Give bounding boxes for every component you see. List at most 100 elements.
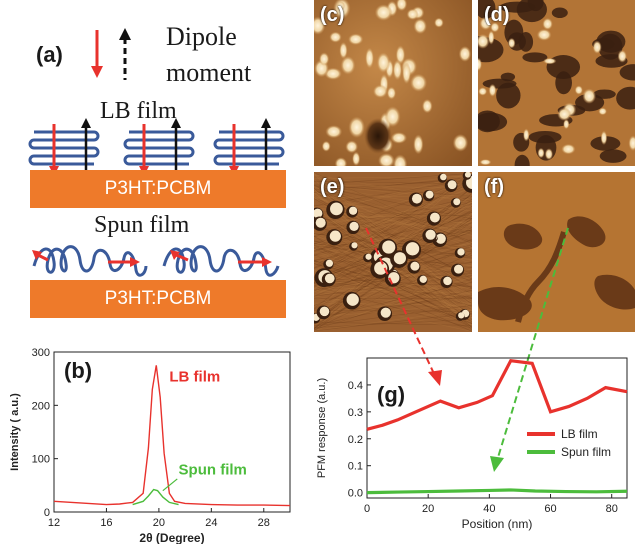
afm-c-bright-grain	[339, 41, 348, 60]
chart-b-plot-area: 12 16 20 24 28 0 100 200 300 2θ (Degree) Intensity…	[9, 347, 291, 544]
y-tick-label: 100	[32, 454, 50, 466]
afm-c-bright-grain	[376, 52, 391, 74]
series-line-lb-film	[53, 365, 291, 507]
afm-c-bright-grain	[392, 59, 403, 81]
substrate-bottom: P3HT:PCBM	[30, 280, 286, 318]
afm-d-bright-grain	[488, 30, 495, 45]
spun-film-title: Spun film	[94, 212, 190, 238]
afm-c-bright-grain	[374, 4, 393, 21]
spun-dipole-arrows	[32, 250, 272, 267]
afm-e-bright-core	[365, 253, 372, 260]
afm-e-bright-core	[425, 229, 436, 240]
afm-e-bright-core	[447, 180, 457, 190]
y-axis-label: Intensity ( a.u.)	[9, 393, 21, 471]
afm-image-e: (e)	[314, 172, 472, 332]
afm-e-scanline	[314, 189, 472, 290]
afm-c-bright-grain	[452, 133, 469, 152]
afm-e-scanline	[314, 261, 472, 324]
afm-e-scanline	[314, 185, 472, 235]
afm-d-dark-domain	[616, 86, 635, 110]
afm-d-dark-domain	[496, 82, 521, 109]
afm-c-bright-grain	[410, 73, 428, 92]
red-pointer-head	[428, 370, 442, 386]
annotation-spun-pointer	[162, 478, 178, 492]
lb-film-lamellae	[28, 118, 285, 176]
afm-d-dark-domain	[551, 7, 568, 19]
afm-e-bright-core	[429, 212, 440, 223]
afm-image-d: (d)	[478, 0, 635, 166]
afm-c-bright-grain	[395, 45, 406, 65]
afm-e-scanline	[314, 287, 472, 292]
x-tick-label: 20	[422, 503, 434, 515]
afm-e-scanline	[314, 262, 472, 332]
afm-d-bright-grain	[479, 159, 492, 166]
afm-d-dark-domain	[528, 130, 562, 144]
red-dipole-arrowhead	[91, 66, 103, 78]
afm-e-bright-core	[349, 221, 359, 232]
red-dashed-pointer	[365, 227, 437, 379]
afm-e-bright-core	[410, 261, 420, 271]
afm-e-scanline	[314, 290, 472, 293]
afm-e-scanline	[314, 259, 472, 325]
afm-d-bright-grain	[478, 33, 490, 49]
afm-d-bright-grain	[592, 40, 602, 54]
afm-d-bright-grain	[617, 49, 627, 63]
afm-d-dark-domain	[598, 33, 623, 60]
afm-e-scanline	[314, 285, 472, 329]
spun-film-chains	[32, 245, 280, 277]
chart-g-plot-area: 0 20 40 60 80 0.0 0.1 0.2 0.3 0.4 Position (nm) PFM…	[316, 357, 628, 531]
substrate-top: P3HT:PCBM	[30, 170, 286, 208]
afm-d-dark-domain	[478, 0, 496, 19]
afm-e-scanline	[314, 216, 472, 230]
afm-d-dark-domain	[599, 149, 627, 163]
y-tick-label: 0	[44, 507, 50, 519]
x-tick-label: 20	[153, 517, 165, 529]
afm-e-scanline	[314, 302, 472, 306]
afm-e-bright-core	[324, 273, 335, 284]
y-tick-label: 0.1	[348, 461, 363, 473]
afm-e-bright-core	[348, 206, 358, 215]
afm-c-bright-grain	[421, 98, 433, 114]
afm-e-bright-core	[319, 306, 330, 317]
afm-c-bright-grain	[345, 140, 359, 154]
afm-e-bright-core	[330, 202, 343, 216]
afm-e-scanline	[314, 221, 472, 228]
y-tick-label: 200	[32, 400, 50, 412]
afm-e-bright-core	[425, 190, 434, 199]
afm-c-bright-grain	[321, 140, 331, 152]
afm-e-bright-core	[453, 198, 461, 206]
afm-e-scanline	[314, 172, 472, 244]
afm-e-scanline	[314, 194, 472, 199]
afm-c-bright-grain	[402, 62, 411, 85]
afm-e-scanline	[314, 181, 472, 228]
afm-e-bright-core	[440, 173, 447, 181]
afm-e-scanline	[314, 292, 472, 318]
afm-d-bright-grain	[478, 57, 482, 72]
afm-c-bright-grain	[348, 33, 364, 46]
afm-d-bright-grain	[542, 17, 553, 30]
x-tick-label: 12	[48, 517, 60, 529]
afm-d-dark-domain	[500, 72, 516, 82]
afm-c-bright-grain	[372, 84, 388, 99]
afm-d-dark-domain	[555, 71, 572, 95]
y-tick-label: 0.2	[348, 434, 363, 446]
y-tick-label: 0.3	[348, 407, 363, 419]
lb-film-title: LB film	[100, 98, 177, 124]
afm-d-dark-domain	[499, 1, 536, 13]
afm-c-bright-grain	[365, 47, 374, 69]
afm-e-scanline	[314, 172, 472, 293]
afm-e-bright-core	[382, 240, 396, 254]
afm-d-dark-domain	[514, 154, 530, 166]
afm-c-bright-grain	[390, 132, 408, 144]
lb-stack-3	[213, 130, 285, 166]
afm-c-bright-grain	[334, 157, 348, 166]
afm-e-scanline	[314, 215, 472, 221]
spun-chain-1	[32, 245, 148, 277]
afm-c-bright-grain	[352, 151, 361, 166]
afm-e-scanline	[314, 289, 472, 327]
x-tick-label: 16	[100, 517, 112, 529]
afm-d-label: (d)	[484, 4, 510, 26]
afm-d-bright-grain	[574, 85, 583, 95]
afm-e-scanline	[314, 293, 472, 315]
afm-d-bright-grain	[582, 88, 597, 104]
